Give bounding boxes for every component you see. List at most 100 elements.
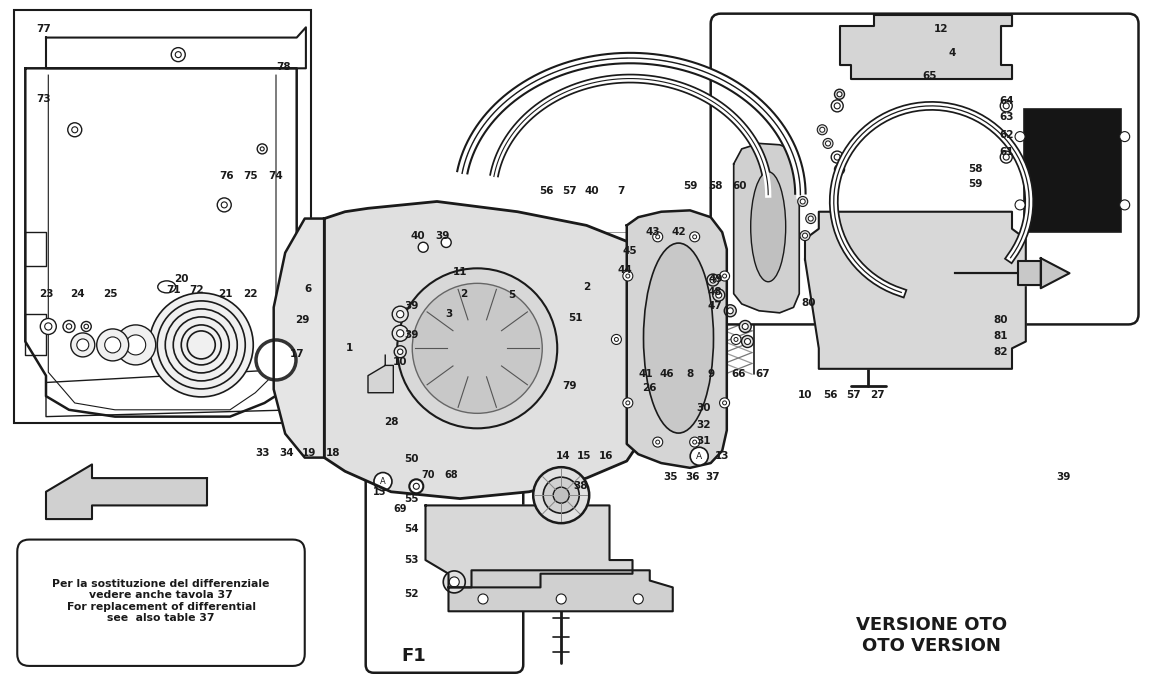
Text: 58: 58: [968, 165, 982, 174]
Circle shape: [1003, 103, 1010, 109]
Text: 39: 39: [405, 301, 419, 311]
Polygon shape: [46, 369, 297, 417]
Text: F1: F1: [401, 647, 427, 665]
Circle shape: [800, 231, 810, 240]
Circle shape: [831, 151, 843, 163]
Circle shape: [397, 268, 558, 428]
Circle shape: [413, 484, 420, 489]
Circle shape: [397, 311, 404, 318]
Circle shape: [45, 323, 52, 330]
Text: 22: 22: [244, 289, 258, 298]
Circle shape: [710, 277, 716, 283]
Circle shape: [82, 322, 91, 331]
Circle shape: [374, 473, 392, 490]
Circle shape: [744, 339, 751, 344]
Text: 76: 76: [220, 171, 233, 181]
Text: 30: 30: [697, 404, 711, 413]
Circle shape: [217, 198, 231, 212]
Text: 32: 32: [697, 420, 711, 430]
Circle shape: [713, 289, 724, 301]
Text: 55: 55: [405, 494, 419, 503]
Circle shape: [722, 274, 727, 278]
Circle shape: [221, 202, 228, 208]
Circle shape: [727, 308, 734, 313]
Circle shape: [612, 335, 621, 344]
Text: 71: 71: [167, 285, 181, 294]
Text: 5: 5: [508, 290, 515, 300]
Text: 52: 52: [405, 589, 419, 599]
Circle shape: [742, 335, 753, 348]
Circle shape: [722, 401, 727, 405]
Text: 6: 6: [305, 284, 312, 294]
Text: 13: 13: [373, 487, 386, 497]
Text: 73: 73: [37, 94, 51, 104]
Circle shape: [443, 571, 466, 593]
Text: 51: 51: [568, 313, 582, 322]
Circle shape: [478, 594, 488, 604]
Circle shape: [692, 235, 697, 239]
Circle shape: [818, 125, 827, 135]
Circle shape: [398, 349, 402, 354]
Circle shape: [739, 320, 751, 333]
Text: 40: 40: [411, 231, 424, 240]
Text: 53: 53: [405, 555, 419, 565]
Circle shape: [150, 293, 253, 397]
Circle shape: [543, 477, 580, 513]
Circle shape: [171, 48, 185, 61]
Circle shape: [557, 594, 566, 604]
Text: 33: 33: [255, 448, 269, 458]
Circle shape: [692, 440, 697, 444]
Circle shape: [834, 103, 841, 109]
Polygon shape: [46, 464, 207, 519]
Text: 43: 43: [646, 227, 660, 237]
Circle shape: [742, 324, 749, 329]
Text: 61: 61: [999, 148, 1013, 157]
Text: 2: 2: [583, 282, 590, 292]
Circle shape: [450, 577, 459, 587]
Circle shape: [125, 335, 146, 355]
FancyBboxPatch shape: [17, 540, 305, 666]
Circle shape: [392, 306, 408, 322]
Circle shape: [1015, 132, 1025, 141]
Text: 36: 36: [685, 472, 699, 482]
Text: 13: 13: [715, 451, 729, 461]
FancyBboxPatch shape: [366, 471, 523, 673]
Circle shape: [623, 398, 633, 408]
Circle shape: [394, 346, 406, 358]
Text: 77: 77: [37, 24, 51, 33]
Circle shape: [166, 309, 237, 381]
Circle shape: [835, 89, 844, 99]
Circle shape: [808, 216, 813, 221]
Circle shape: [835, 165, 844, 174]
Text: 23: 23: [39, 289, 53, 298]
Text: 3: 3: [445, 309, 452, 319]
Circle shape: [175, 52, 182, 57]
Circle shape: [715, 292, 722, 298]
FancyBboxPatch shape: [711, 14, 1138, 324]
Text: 10: 10: [798, 390, 812, 400]
Circle shape: [116, 325, 155, 365]
Text: 57: 57: [562, 186, 576, 196]
Text: 11: 11: [453, 267, 467, 277]
Text: 79: 79: [562, 381, 576, 391]
Text: 25: 25: [104, 289, 117, 298]
Text: 57: 57: [846, 390, 860, 400]
Text: 19: 19: [302, 448, 316, 458]
Bar: [1000, 79, 1024, 191]
Text: VERSIONE OTO
OTO VERSION: VERSIONE OTO OTO VERSION: [856, 616, 1007, 654]
Circle shape: [731, 335, 741, 344]
Text: 58: 58: [708, 181, 722, 191]
Text: 14: 14: [557, 451, 570, 461]
Circle shape: [187, 331, 215, 359]
Text: 27: 27: [871, 390, 884, 400]
Circle shape: [256, 340, 296, 380]
Text: 16: 16: [599, 451, 613, 461]
Polygon shape: [805, 212, 1026, 369]
Circle shape: [690, 447, 708, 465]
Text: 65: 65: [922, 72, 936, 81]
Text: 66: 66: [731, 370, 745, 379]
Circle shape: [798, 197, 807, 206]
Text: 80: 80: [994, 315, 1007, 324]
Text: 40: 40: [585, 186, 599, 196]
Bar: [842, 79, 1003, 184]
